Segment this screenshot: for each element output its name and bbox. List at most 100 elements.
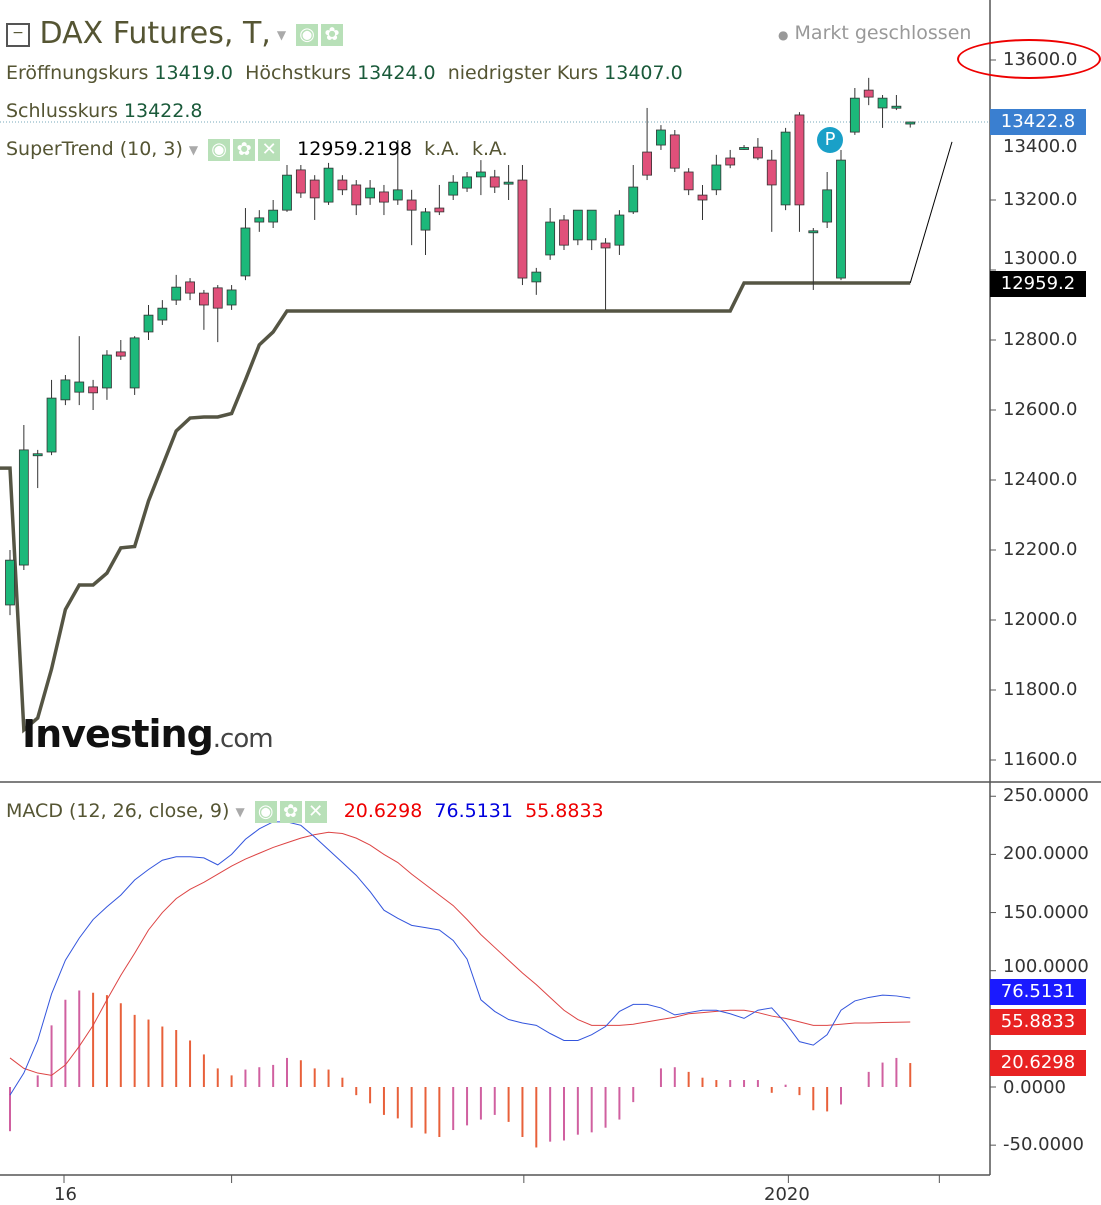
signal-line	[9, 831, 911, 1076]
collapse-icon[interactable]: −	[6, 22, 30, 47]
price-tick-label: 12000.0	[1003, 609, 1078, 630]
candle-body	[572, 209, 583, 241]
candle-body	[102, 354, 112, 389]
gear-icon[interactable]: ✿	[321, 23, 344, 46]
candle-body	[18, 449, 29, 566]
macd-hist-value: 20.6298	[343, 800, 423, 822]
candle-body	[268, 209, 279, 223]
candle-body	[863, 89, 874, 98]
candle-body	[337, 179, 348, 191]
candle-body	[88, 386, 98, 394]
macd-legend: MACD (12, 26, close, 9) ▼ ◉ ✿ ✕ 20.6298 76.5…	[6, 800, 604, 823]
ohlc-legend: Eröffnungskurs 13419.0 Höchstkurs 13424.…	[6, 62, 683, 84]
price-tick-label: 13400.0	[1003, 136, 1078, 157]
candle-body	[711, 164, 722, 191]
eye-icon[interactable]: ◉	[254, 800, 277, 823]
candle-body	[32, 453, 43, 457]
candle-body	[143, 314, 154, 333]
close-icon[interactable]: ✕	[304, 800, 327, 823]
candle-body	[531, 271, 542, 283]
candle-body	[406, 199, 417, 211]
supertrend-projection	[909, 141, 953, 284]
candle-body	[780, 131, 791, 206]
supertrend-legend: SuperTrend (10, 3) ▼ ◉ ✿ ✕ 12959.2198 k.A. k…	[6, 138, 508, 161]
candle-body	[517, 179, 528, 279]
macd-line	[9, 821, 911, 1096]
chevron-down-icon[interactable]: ▼	[276, 27, 287, 42]
chevron-down-icon[interactable]: ▼	[188, 142, 199, 157]
macd-line-tag: 76.5131	[990, 979, 1086, 1005]
candle-body	[683, 171, 694, 191]
macd-tick-label: 0.0000	[1003, 1077, 1066, 1098]
candle-body	[877, 97, 888, 109]
macd-tick-label: 250.0000	[1003, 785, 1089, 807]
candle-body	[226, 289, 237, 306]
candle-body	[836, 159, 846, 279]
low-label: niedrigster Kurs	[447, 62, 599, 84]
candle-body	[586, 209, 597, 241]
supertrend-value: 12959.2198	[297, 138, 412, 160]
candle-body	[600, 242, 611, 249]
candle-body	[60, 379, 71, 401]
candle-body	[905, 121, 916, 125]
candle-body	[891, 105, 902, 109]
close-legend: Schlusskurs 13422.8	[6, 100, 202, 122]
candle-body	[448, 181, 459, 196]
candle-body	[254, 217, 265, 223]
high-value: 13424.0	[357, 62, 436, 84]
candle-body	[420, 211, 431, 231]
chevron-down-icon[interactable]: ▼	[235, 804, 245, 819]
marker-badge[interactable]: P	[817, 127, 843, 153]
candle-body	[628, 186, 639, 213]
high-label: Höchstkurs	[245, 62, 352, 84]
candle-body	[212, 287, 223, 309]
low-value: 13407.0	[604, 62, 683, 84]
candle-body	[489, 176, 500, 188]
candle-body	[739, 147, 749, 150]
supertrend-value-2: k.A.	[424, 138, 460, 160]
candle-body	[198, 292, 209, 306]
candle-body	[462, 176, 472, 189]
close-label: Schlusskurs	[6, 100, 118, 122]
candle-body	[642, 151, 652, 176]
candle-body	[115, 351, 126, 357]
candle-body	[282, 174, 292, 211]
symbol-title[interactable]: DAX Futures, T,	[39, 16, 271, 51]
gear-icon[interactable]: ✿	[233, 138, 256, 161]
candle-body	[240, 227, 251, 277]
supertrend-label[interactable]: SuperTrend (10, 3)	[6, 138, 183, 160]
candle-body	[794, 114, 805, 206]
macd-tick-label: 100.0000	[1003, 956, 1089, 977]
annotation-ellipse	[957, 39, 1101, 79]
price-tick-label: 11600.0	[1003, 749, 1078, 770]
candle-body	[171, 286, 182, 301]
close-icon[interactable]: ✕	[258, 138, 281, 161]
market-status: ● Markt geschlossen	[778, 22, 971, 44]
macd-tick-label: -50.0000	[1003, 1134, 1084, 1156]
supertrend-value-3: k.A.	[471, 138, 508, 160]
candle-body	[379, 191, 389, 203]
candle-body	[351, 184, 362, 206]
candle-body	[725, 157, 736, 166]
candle-body	[365, 187, 376, 199]
eye-icon[interactable]: ◉	[296, 23, 319, 46]
candle-body	[309, 179, 320, 199]
candle-body	[808, 230, 819, 234]
close-value: 13422.8	[123, 100, 203, 122]
open-label: Eröffnungskurs	[6, 62, 149, 84]
price-tick-label: 12200.0	[1003, 539, 1078, 560]
signal-line-tag: 55.8833	[990, 1009, 1086, 1035]
market-status-text: Markt geschlossen	[794, 22, 972, 44]
candle-body	[129, 337, 140, 389]
macd-label[interactable]: MACD (12, 26, close, 9)	[6, 800, 230, 822]
candle-body	[656, 129, 666, 146]
candle-body	[434, 207, 445, 213]
open-value: 13419.0	[154, 62, 233, 84]
eye-icon[interactable]: ◉	[208, 138, 231, 161]
macd-tick-label: 150.0000	[1003, 901, 1089, 923]
histogram-tag: 20.6298	[990, 1050, 1086, 1076]
investing-logo: Investing.com	[22, 712, 274, 756]
gear-icon[interactable]: ✿	[279, 800, 302, 823]
